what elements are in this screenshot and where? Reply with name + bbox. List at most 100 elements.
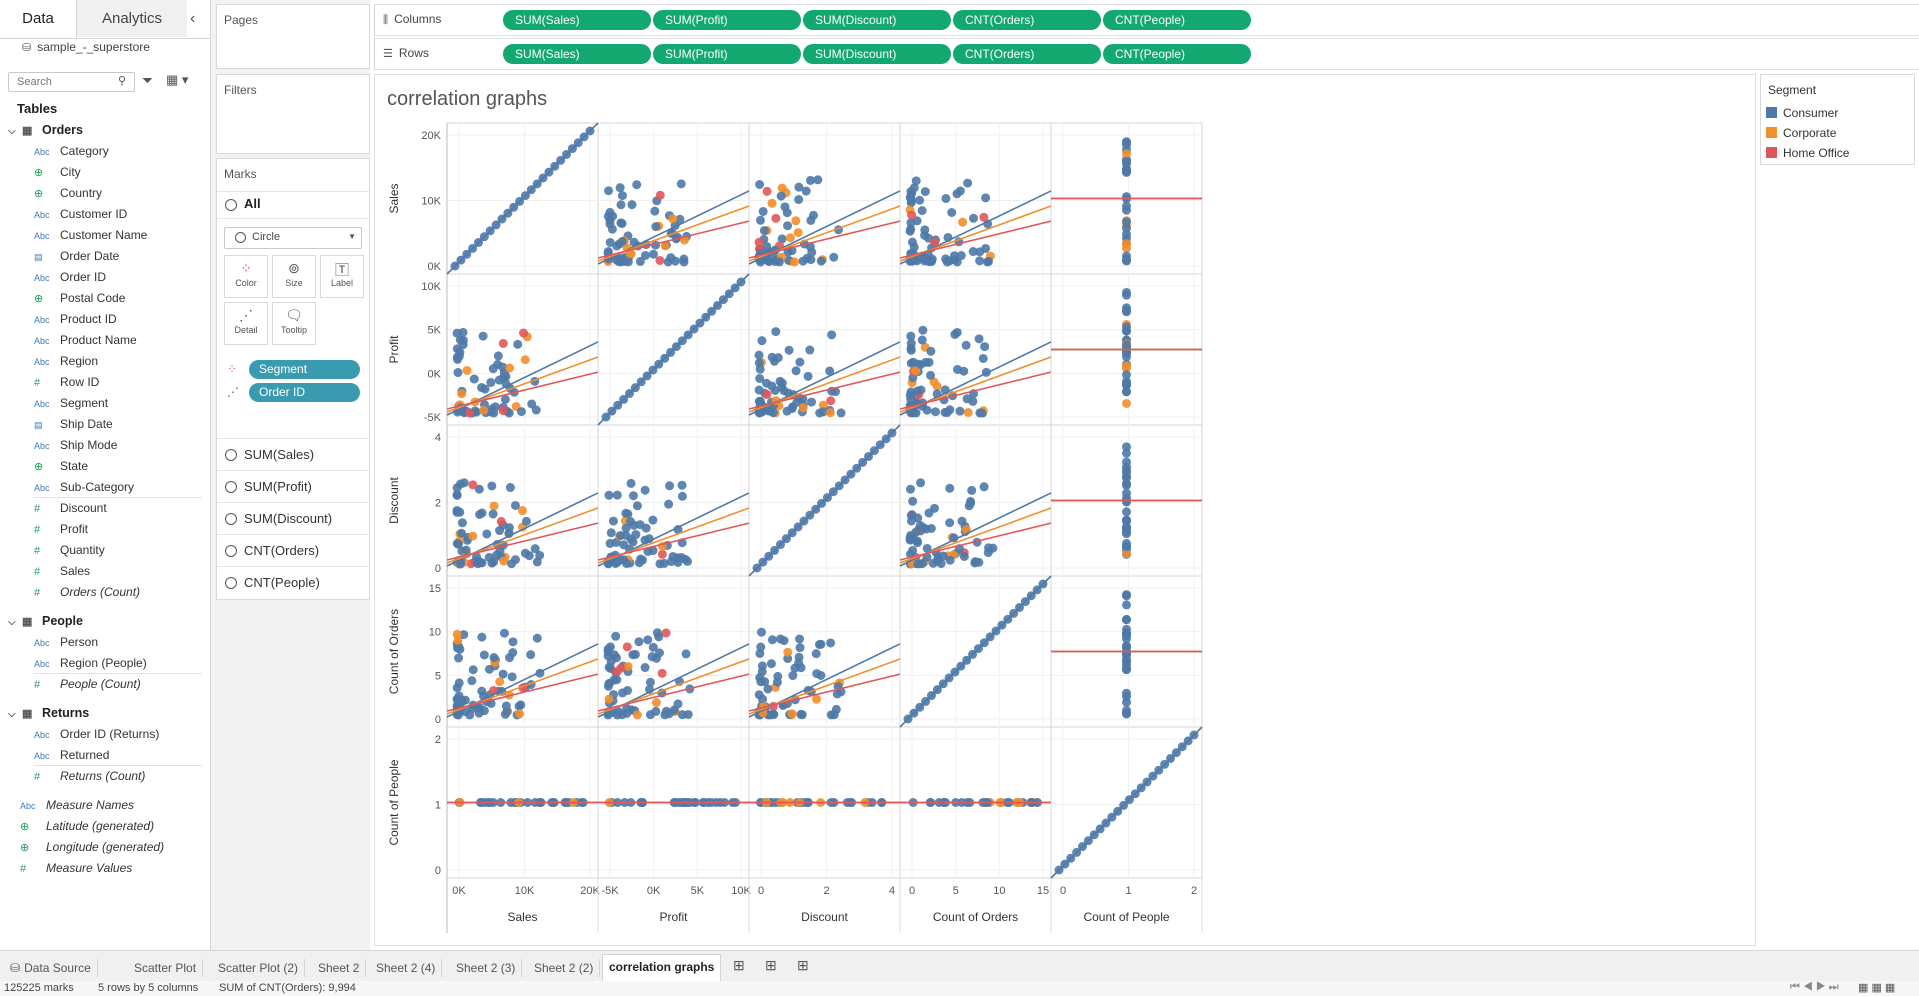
marks-sum-profit[interactable]: SUM(Profit) (217, 470, 369, 502)
col-pill-discount[interactable]: SUM(Discount) (803, 10, 951, 30)
segment-pill[interactable]: Segment (249, 360, 360, 379)
field-item[interactable]: Abc Category (34, 142, 109, 160)
size-button[interactable]: ⊚ Size (272, 255, 316, 298)
sheet-tab[interactable]: Sheet 2 (2) (528, 959, 601, 977)
field-item[interactable]: ⊕ State (34, 457, 88, 475)
field-item[interactable]: ⊕ City (34, 163, 81, 181)
field-item[interactable]: Abc Region (34, 352, 98, 370)
field-item[interactable]: # Returns (Count) (34, 767, 145, 785)
field-item[interactable]: # Measure Values (20, 859, 132, 877)
segment-legend[interactable]: Segment Consumer Corporate Home Office (1760, 74, 1915, 165)
field-item[interactable]: Abc Customer ID (34, 205, 127, 223)
field-item[interactable]: ⊕ Country (34, 184, 102, 202)
field-item[interactable]: ⊕ Latitude (generated) (20, 817, 154, 835)
row-pill-sales[interactable]: SUM(Sales) (503, 44, 651, 64)
field-item[interactable]: # Sales (34, 562, 90, 580)
grid-view-icon[interactable]: ▦ ▦ ▦ (1858, 982, 1896, 994)
legend-item-consumer[interactable]: Consumer (1766, 104, 1838, 122)
field-item[interactable]: ▤ Ship Date (34, 415, 113, 433)
sheet-tab[interactable]: Scatter Plot (128, 959, 204, 977)
row-axis-label: Sales (387, 183, 401, 213)
field-item[interactable]: Abc Returned (34, 746, 109, 764)
sheet-tab-active[interactable]: correlation graphs (602, 954, 722, 981)
field-item[interactable]: ⊕ Postal Code (34, 289, 125, 307)
scatter-point (912, 216, 922, 226)
marks-sum-sales[interactable]: SUM(Sales) (217, 438, 369, 470)
mark-type-dropdown[interactable]: Circle ▼ (224, 227, 362, 249)
col-pill-sales[interactable]: SUM(Sales) (503, 10, 651, 30)
field-item[interactable]: Abc Order ID (34, 268, 106, 286)
legend-item-home-office[interactable]: Home Office (1766, 144, 1849, 162)
tab-analytics[interactable]: Analytics (77, 0, 187, 37)
field-item[interactable]: Abc Customer Name (34, 226, 147, 244)
page-nav-icon[interactable]: ⏮ ◀ ▶ ⏭ (1790, 981, 1839, 993)
row-pill-profit[interactable]: SUM(Profit) (653, 44, 801, 64)
search-input[interactable] (15, 73, 119, 91)
scatter-point (648, 515, 658, 525)
field-item[interactable]: # Profit (34, 520, 88, 538)
rows-shelf[interactable]: ☰ Rows SUM(Sales) SUM(Profit) SUM(Discoun… (374, 38, 1919, 70)
scatter-point (918, 325, 928, 335)
field-item[interactable]: # People (Count) (34, 675, 141, 693)
scatter-point (623, 257, 633, 267)
collapse-pane-icon[interactable]: ‹ (190, 10, 196, 27)
sheet-tab[interactable]: Sheet 2 (312, 959, 367, 977)
table-people[interactable]: ⌵ ▦ People (8, 612, 83, 630)
tab-data[interactable]: Data (0, 0, 77, 37)
field-item[interactable]: Abc Order ID (Returns) (34, 725, 159, 743)
row-pill-discount[interactable]: SUM(Discount) (803, 44, 951, 64)
search-icon[interactable]: ⚲ (118, 75, 127, 87)
color-button[interactable]: ⁘ Color (224, 255, 268, 298)
field-item[interactable]: # Row ID (34, 373, 99, 391)
field-item[interactable]: Abc Person (34, 633, 98, 651)
new-dashboard-icon[interactable]: ⊞ (765, 957, 777, 973)
legend-item-corporate[interactable]: Corporate (1766, 124, 1836, 142)
marks-all-tab[interactable]: All (217, 191, 369, 219)
scatter-point (907, 210, 917, 220)
pages-card[interactable]: Pages (216, 4, 370, 69)
scatter-matrix[interactable]: 20K10K0KSales10K5K0K-5KProfit420Discount… (380, 118, 1210, 938)
scatter-point (795, 634, 805, 644)
field-item[interactable]: Abc Sub-Category (34, 478, 134, 496)
col-pill-people[interactable]: CNT(People) (1103, 10, 1251, 30)
sheet-tab[interactable]: Sheet 2 (4) (370, 959, 443, 977)
filter-icon[interactable]: ⏷ (142, 72, 154, 88)
col-pill-orders[interactable]: CNT(Orders) (953, 10, 1101, 30)
scatter-point (784, 345, 794, 355)
field-item[interactable]: Abc Product Name (34, 331, 137, 349)
new-worksheet-icon[interactable]: ⊞ (733, 957, 745, 973)
sheet-tab[interactable]: Sheet 2 (3) (450, 959, 523, 977)
field-item[interactable]: # Quantity (34, 541, 105, 559)
scatter-point (623, 661, 633, 671)
field-item[interactable]: Abc Segment (34, 394, 108, 412)
label-button[interactable]: 🅃 Label (320, 255, 364, 298)
scatter-point (622, 559, 632, 568)
field-item[interactable]: Abc Region (People) (34, 654, 147, 672)
field-item[interactable]: Abc Ship Mode (34, 436, 117, 454)
field-item[interactable]: Abc Measure Names (20, 796, 134, 814)
table-orders[interactable]: ⌵ ▦ Orders (8, 121, 83, 139)
field-item[interactable]: # Orders (Count) (34, 583, 140, 601)
marks-cnt-people[interactable]: CNT(People) (217, 566, 369, 598)
view-options-icon[interactable]: ▦ ▾ (166, 72, 189, 87)
order-id-pill[interactable]: Order ID (249, 383, 360, 402)
detail-button[interactable]: ⋰ Detail (224, 302, 268, 345)
marks-cnt-orders[interactable]: CNT(Orders) (217, 534, 369, 566)
new-story-icon[interactable]: ⊞ (797, 957, 809, 973)
search-field[interactable] (8, 72, 135, 92)
tooltip-button[interactable]: 🗨 Tooltip (272, 302, 316, 345)
field-item[interactable]: ⊕ Longitude (generated) (20, 838, 164, 856)
field-item[interactable]: ▤ Order Date (34, 247, 119, 265)
field-item[interactable]: # Discount (34, 499, 107, 517)
sheet-tab[interactable]: Scatter Plot (2) (212, 959, 306, 977)
row-pill-orders[interactable]: CNT(Orders) (953, 44, 1101, 64)
columns-shelf[interactable]: ⫼ Columns SUM(Sales) SUM(Profit) SUM(Disc… (374, 4, 1919, 36)
datasource-row[interactable]: ⛁ sample_-_superstore (22, 38, 150, 56)
marks-sum-discount[interactable]: SUM(Discount) (217, 502, 369, 534)
col-pill-profit[interactable]: SUM(Profit) (653, 10, 801, 30)
filters-card[interactable]: Filters (216, 74, 370, 154)
row-pill-people[interactable]: CNT(People) (1103, 44, 1251, 64)
tab-data-source[interactable]: ⛁ Data Source (4, 959, 98, 977)
table-returns[interactable]: ⌵ ▦ Returns (8, 704, 89, 722)
field-item[interactable]: Abc Product ID (34, 310, 117, 328)
